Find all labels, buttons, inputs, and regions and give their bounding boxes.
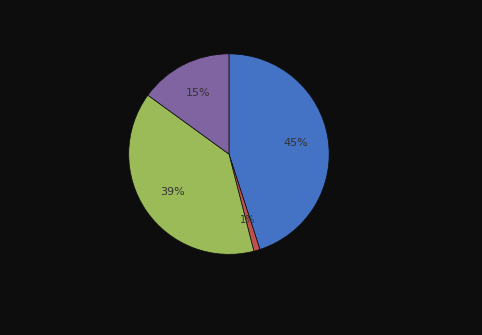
Legend: Wages & Salaries, Employee Benefits, Operating Expenses, Safety Net: Wages & Salaries, Employee Benefits, Ope… [44, 334, 414, 335]
Wedge shape [229, 154, 260, 251]
Text: 15%: 15% [186, 88, 210, 98]
Text: 39%: 39% [160, 187, 185, 197]
Text: 1%: 1% [241, 214, 255, 224]
Wedge shape [229, 54, 329, 250]
Wedge shape [129, 95, 254, 254]
Text: 45%: 45% [284, 138, 308, 148]
Wedge shape [148, 54, 229, 154]
